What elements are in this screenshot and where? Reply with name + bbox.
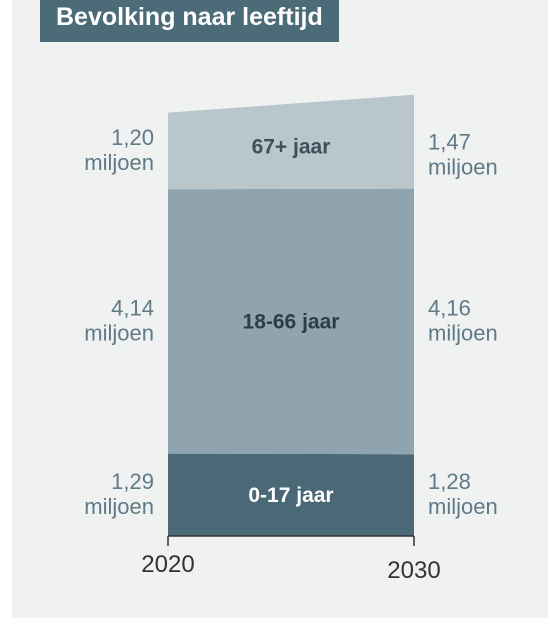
value-label-2030-67-jaar: 1,47 [428, 130, 471, 155]
series-label-18-66-jaar: 18-66 jaar [243, 310, 340, 333]
area-18-66-jaar [168, 188, 414, 455]
area-67-jaar [168, 94, 414, 190]
unit-label-2030-18-66-jaar: miljoen [428, 320, 498, 345]
unit-label-2020-67-jaar: miljoen [84, 150, 154, 175]
area-0-17-jaar [168, 453, 414, 536]
value-label-2020-67-jaar: 1,20 [111, 125, 154, 150]
unit-label-2020-18-66-jaar: miljoen [84, 320, 154, 345]
value-label-2030-18-66-jaar: 4,16 [428, 295, 471, 320]
unit-label-2030-0-17-jaar: miljoen [428, 494, 498, 519]
chart-title: Bevolking naar leeftijd [40, 0, 339, 42]
x-tick-label-2030: 2030 [387, 557, 440, 584]
series-label-67-jaar: 67+ jaar [252, 135, 331, 158]
unit-label-2030-67-jaar: miljoen [428, 155, 498, 180]
value-label-2020-18-66-jaar: 4,14 [111, 295, 154, 320]
x-tick-label-2020: 2020 [141, 551, 194, 578]
unit-label-2020-0-17-jaar: miljoen [84, 494, 154, 519]
value-label-2020-0-17-jaar: 1,29 [111, 469, 154, 494]
series-label-0-17-jaar: 0-17 jaar [248, 484, 333, 507]
area-series-group [168, 94, 414, 536]
value-label-2030-0-17-jaar: 1,28 [428, 469, 471, 494]
